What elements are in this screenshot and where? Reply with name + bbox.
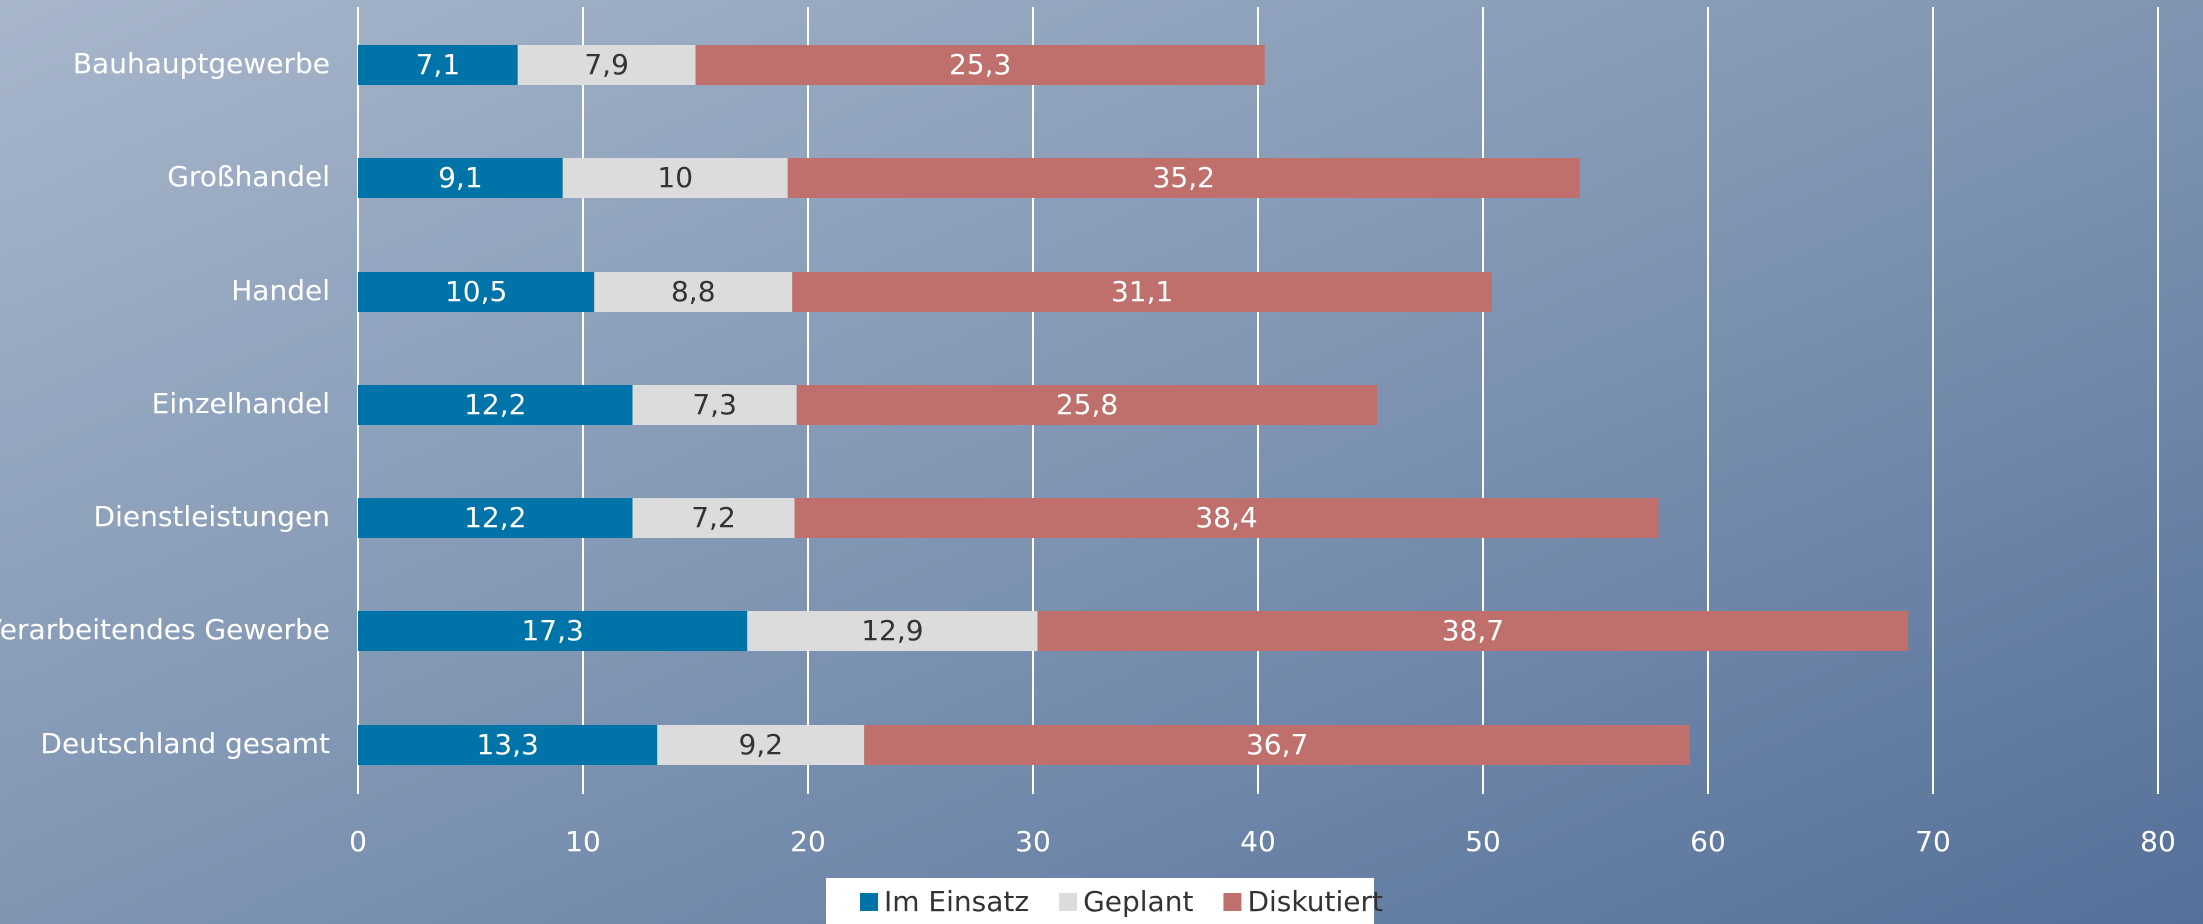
chart: 0 10 20 30 40 50 60 70 80 Bauhauptgewerbe 7,1 7,9 25… [0, 0, 2203, 924]
value-label: 17,3 [521, 614, 583, 647]
value-label: 9,2 [738, 728, 783, 761]
page: 0 10 20 30 40 50 60 70 80 Bauhauptgewerbe 7,1 7,9 25… [0, 0, 2203, 924]
y-tick-label: Deutschland gesamt [40, 727, 330, 760]
value-label: 31,1 [1111, 275, 1173, 308]
legend-label: Diskutiert [1247, 885, 1383, 918]
value-label: 35,2 [1153, 161, 1215, 194]
value-label: 10 [657, 161, 693, 194]
value-label: 7,2 [691, 501, 736, 534]
value-label: 36,7 [1246, 728, 1308, 761]
value-label: 9,1 [438, 161, 483, 194]
value-label: 25,3 [949, 48, 1011, 81]
x-tick-label: 70 [1915, 825, 1951, 858]
value-label: 7,3 [692, 388, 737, 421]
y-tick-label: Großhandel [167, 160, 330, 193]
x-tick-label: 60 [1690, 825, 1726, 858]
background [0, 0, 2203, 924]
value-label: 25,8 [1056, 388, 1118, 421]
value-label: 8,8 [671, 275, 716, 308]
y-tick-label: Verarbeitendes Gewerbe [0, 613, 330, 646]
x-tick-label: 30 [1015, 825, 1051, 858]
value-label: 13,3 [476, 728, 538, 761]
legend-label: Im Einsatz [884, 885, 1029, 918]
value-label: 12,2 [464, 501, 526, 534]
value-label: 38,7 [1442, 614, 1504, 647]
x-tick-label: 0 [349, 825, 367, 858]
value-label: 12,9 [861, 614, 923, 647]
value-label: 38,4 [1195, 501, 1257, 534]
value-label: 7,1 [416, 48, 461, 81]
y-tick-label: Dienstleistungen [94, 500, 330, 533]
value-label: 10,5 [445, 275, 507, 308]
x-tick-label: 40 [1240, 825, 1276, 858]
x-tick-label: 80 [2140, 825, 2176, 858]
x-tick-label: 10 [565, 825, 601, 858]
x-tick-label: 50 [1465, 825, 1501, 858]
y-tick-label: Bauhauptgewerbe [73, 47, 330, 80]
legend-swatch [1059, 893, 1077, 911]
value-label: 12,2 [464, 388, 526, 421]
legend-swatch [860, 893, 878, 911]
legend-swatch [1223, 893, 1241, 911]
x-tick-label: 20 [790, 825, 826, 858]
legend-label: Geplant [1083, 885, 1193, 918]
value-label: 7,9 [584, 48, 629, 81]
y-tick-label: Einzelhandel [152, 387, 330, 420]
y-tick-label: Handel [231, 274, 330, 307]
